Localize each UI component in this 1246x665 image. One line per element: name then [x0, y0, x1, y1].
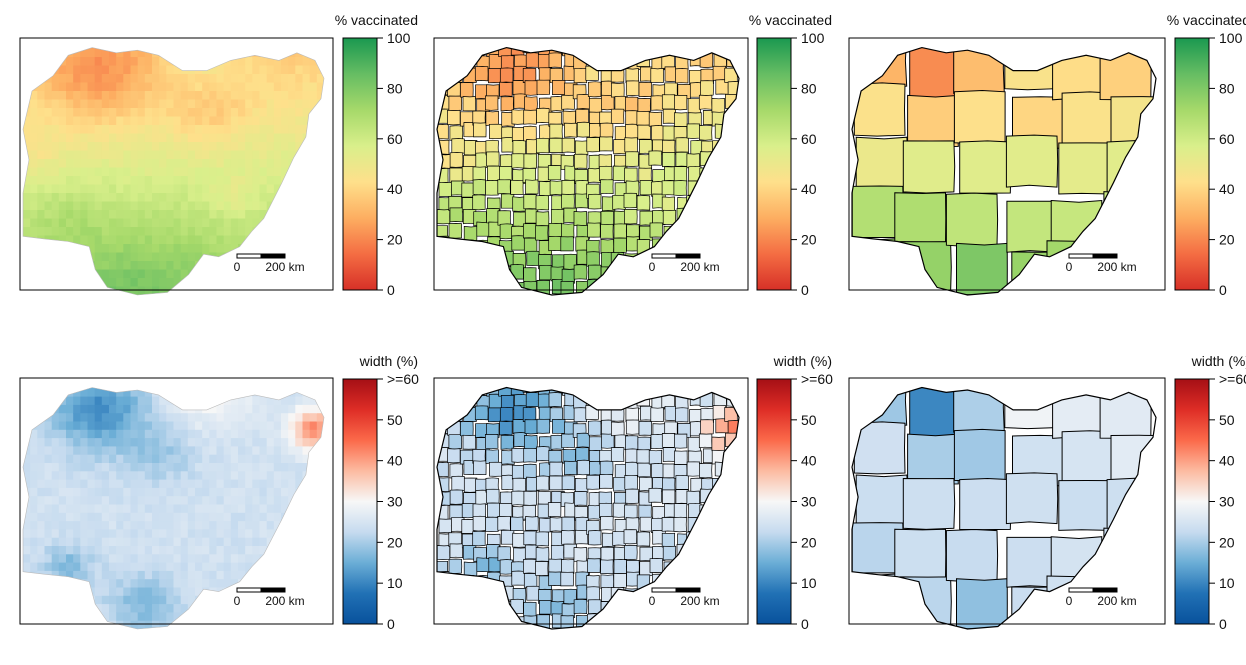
legend-tick-label: 10: [387, 575, 403, 591]
panel-frame: [848, 37, 1166, 291]
legend-1-1: % vaccinated 100 80 60 40 20 0: [335, 12, 418, 298]
panel-frame: [19, 377, 334, 625]
legend-tick-label: 10: [1219, 575, 1235, 591]
map-panel-1-3: 0 200 km: [848, 37, 1166, 296]
panel-frame: [19, 37, 334, 291]
legend-2-3: width (%) >=60 50 40 30 20 10 0: [1174, 353, 1246, 632]
legend-tick-label: 40: [1219, 453, 1235, 469]
legend-tick-label: 40: [801, 453, 817, 469]
legend-title: width (%): [773, 353, 832, 369]
color-bar: [756, 37, 792, 291]
scale-bar: 0 200 km: [649, 587, 720, 608]
scale-bar-distance-label: 200 km: [1097, 594, 1136, 608]
legend-tick-label: 40: [1219, 181, 1235, 197]
scale-bar: 0 200 km: [1066, 587, 1137, 608]
scale-bar-zero-label: 0: [649, 260, 656, 274]
country-outline: [436, 386, 740, 630]
legend-2-1: width (%) >=60 50 40 30 20 10 0: [342, 353, 419, 632]
color-bar: [756, 378, 792, 625]
legend-tick-label: 50: [1219, 412, 1235, 428]
scale-bar-zero-label: 0: [234, 260, 241, 274]
legend-title: width (%): [1191, 353, 1246, 369]
scale-bar-distance-label: 200 km: [265, 260, 304, 274]
legend-tick-label: 50: [387, 412, 403, 428]
scale-bar: 0 200 km: [649, 253, 720, 274]
country-outline: [851, 46, 1157, 296]
legend-tick-label: 30: [387, 494, 403, 510]
legend-tick-label: 80: [387, 80, 403, 96]
map-panel-2-3: 0 200 km: [848, 377, 1166, 630]
legend-tick-label: 0: [387, 616, 395, 632]
legend-tick-label: 20: [1219, 534, 1235, 550]
legend-2-2: width (%) >=60 50 40 30 20 10 0: [756, 353, 833, 632]
legend-1-2: % vaccinated 100 80 60 40 20 0: [749, 12, 832, 298]
color-bar: [342, 37, 378, 291]
legend-tick-label: 40: [387, 453, 403, 469]
country-outline: [851, 386, 1157, 630]
panel-frame: [848, 377, 1166, 625]
legend-tick-label: 0: [801, 616, 809, 632]
legend-tick-label: 30: [1219, 494, 1235, 510]
country-outline: [22, 387, 325, 630]
country-outline: [22, 47, 325, 296]
legend-title: width (%): [359, 353, 418, 369]
map-panel-2-1: 0 200 km: [19, 377, 334, 630]
legend-tick-label: 10: [801, 575, 817, 591]
legend-tick-label: 20: [387, 232, 403, 248]
legend-tick-label: 80: [801, 80, 817, 96]
legend-tick-label: 20: [387, 534, 403, 550]
legend-title: % vaccinated: [335, 12, 418, 28]
legend-tick-label: 20: [801, 232, 817, 248]
legend-tick-label: 100: [387, 30, 411, 46]
color-bar: [342, 378, 378, 625]
scale-bar: 0 200 km: [234, 253, 305, 274]
legend-tick-label: 60: [1219, 131, 1235, 147]
map-panel-1-2: 0 200 km: [433, 37, 749, 296]
scale-bar-zero-label: 0: [1066, 260, 1073, 274]
scale-bar-distance-label: 200 km: [680, 260, 719, 274]
legend-tick-label: 80: [1219, 80, 1235, 96]
color-bar: [1174, 378, 1210, 625]
legend-tick-label: 20: [801, 534, 817, 550]
legend-tick-label: 40: [387, 181, 403, 197]
legend-tick-label: 100: [801, 30, 825, 46]
scale-bar-zero-label: 0: [234, 594, 241, 608]
district-choropleth-fill: [437, 47, 739, 295]
legend-tick-label: 60: [387, 131, 403, 147]
legend-tick-label: 0: [801, 282, 809, 298]
legend-tick-label: 40: [801, 181, 817, 197]
scale-bar-zero-label: 0: [1066, 594, 1073, 608]
scale-bar: 0 200 km: [1066, 253, 1137, 274]
map-panel-2-2: 0 200 km: [433, 377, 749, 630]
legend-title: % vaccinated: [1167, 12, 1246, 28]
legend-tick-label: 0: [1219, 616, 1227, 632]
legend-tick-label: 100: [1219, 30, 1243, 46]
panel-frame: [433, 37, 749, 291]
legend-tick-label: 0: [1219, 282, 1227, 298]
legend-tick-label: >=60: [801, 371, 833, 387]
legend-tick-label: 0: [387, 282, 395, 298]
legend-tick-label: 20: [1219, 232, 1235, 248]
scale-bar-zero-label: 0: [649, 594, 656, 608]
legend-tick-label: >=60: [387, 371, 419, 387]
legend-tick-label: 30: [801, 494, 817, 510]
legend-tick-label: 50: [801, 412, 817, 428]
legend-tick-label: 60: [801, 131, 817, 147]
color-bar: [1174, 37, 1210, 291]
legend-1-3: % vaccinated 100 80 60 40 20 0: [1167, 12, 1246, 298]
country-outline: [436, 46, 740, 296]
legend-tick-label: >=60: [1219, 371, 1246, 387]
legend-title: % vaccinated: [749, 12, 832, 28]
scale-bar-distance-label: 200 km: [680, 594, 719, 608]
scale-bar-distance-label: 200 km: [265, 594, 304, 608]
scale-bar-distance-label: 200 km: [1097, 260, 1136, 274]
panel-frame: [433, 377, 749, 625]
scale-bar: 0 200 km: [234, 587, 305, 608]
map-panel-1-1: 0 200 km: [19, 37, 334, 296]
